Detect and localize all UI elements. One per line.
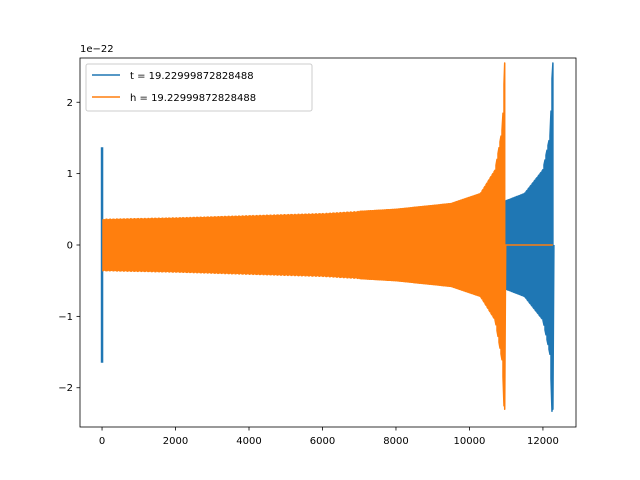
legend-box	[85, 63, 313, 112]
x-axis: 0 2000 4000 6000 8000 10000 12000	[99, 427, 559, 447]
x-tick-label: 8000	[383, 436, 408, 447]
x-tick-label: 2000	[163, 436, 188, 447]
y-offset-text: 1e−22	[80, 44, 114, 55]
legend-label-h: h = 19.22999872828488	[130, 93, 256, 104]
legend: t = 19.22999872828488 h = 19.22999872828…	[85, 63, 313, 112]
x-tick-label: 12000	[527, 436, 559, 447]
y-tick-label: 0	[67, 240, 73, 251]
y-tick-label: 2	[67, 98, 73, 109]
y-tick-label: 1	[67, 169, 73, 180]
plot-area	[100, 62, 555, 413]
x-tick-label: 6000	[310, 436, 335, 447]
x-tick-label: 10000	[454, 436, 486, 447]
series-0-line	[100, 62, 555, 413]
y-axis: −2 −1 0 1 2	[58, 98, 80, 394]
series-1-line	[102, 62, 553, 410]
x-tick-label: 4000	[236, 436, 261, 447]
y-tick-label: −2	[58, 383, 73, 394]
x-tick-label: 0	[99, 436, 105, 447]
legend-label-t: t = 19.22999872828488	[130, 71, 254, 82]
axes-frame	[79, 57, 577, 428]
y-tick-label: −1	[58, 312, 73, 323]
